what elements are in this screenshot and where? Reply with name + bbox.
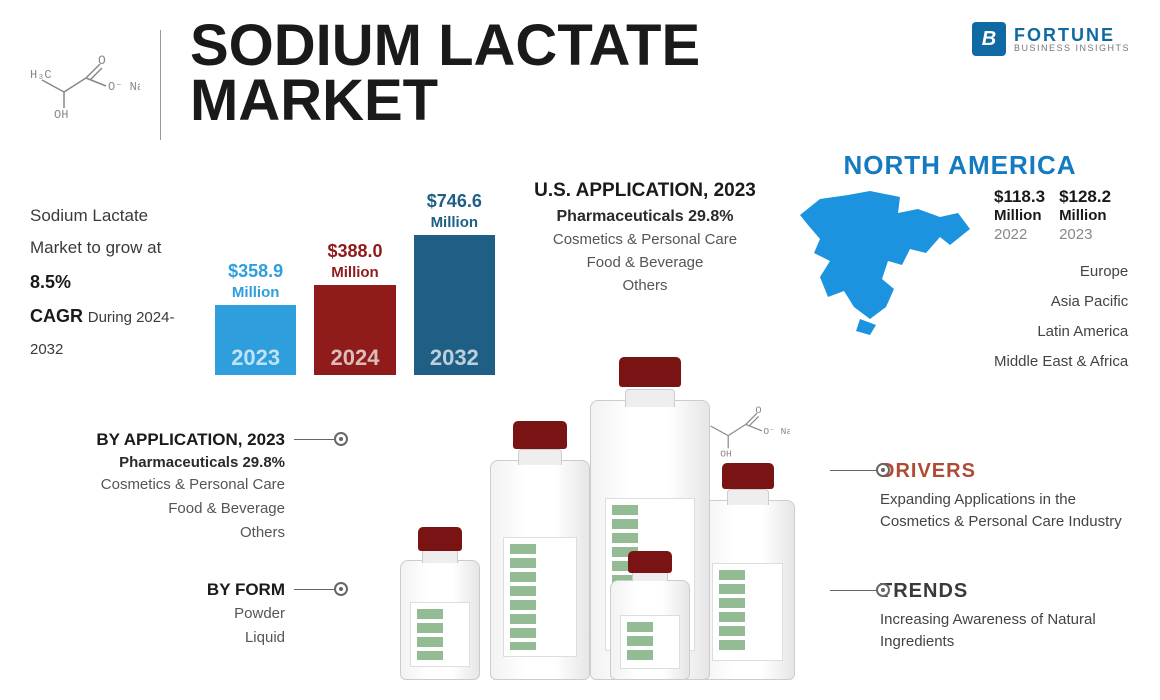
bottle-icon: [400, 560, 480, 680]
bar-column: $746.6 Million 2032: [414, 191, 495, 375]
list-item: Cosmetics & Personal Care: [530, 228, 760, 251]
list-item: Powder: [30, 602, 285, 626]
by-application-block: BY APPLICATION, 2023 Pharmaceuticals 29.…: [30, 430, 285, 545]
by-application-heading: BY APPLICATION, 2023: [96, 430, 285, 450]
bar-value: $746.6: [427, 191, 482, 212]
bar-year: 2024: [314, 345, 395, 371]
title-line2: MARKET: [190, 68, 438, 133]
bar: 2023: [215, 305, 296, 375]
connector-ring-icon: [876, 463, 890, 477]
by-application-lead: Pharmaceuticals 29.8%: [30, 454, 285, 471]
bar-unit: Million: [431, 214, 479, 231]
list-item: Cosmetics & Personal Care: [30, 473, 285, 497]
bar-unit: Million: [331, 264, 379, 281]
by-form-block: BY FORM PowderLiquid: [30, 580, 285, 650]
figure-year: 2023: [1059, 226, 1111, 243]
brand-logo-text: FORTUNE BUSINESS INSIGHTS: [1014, 26, 1130, 53]
cagr-pct: 8.5%: [30, 272, 71, 292]
list-item: Food & Beverage: [30, 497, 285, 521]
list-item: Asia Pacific: [994, 287, 1128, 317]
svg-text:OH: OH: [54, 108, 68, 120]
bar-value: $388.0: [327, 241, 382, 262]
north-america-map-icon: [790, 187, 980, 337]
trends-block: TRENDS Increasing Awareness of Natural I…: [880, 580, 1130, 653]
north-america-figures: $118.3 Million 2022 $128.2 Million 2023: [994, 187, 1128, 243]
header-divider: [160, 30, 161, 140]
drivers-heading: DRIVERS: [880, 460, 1130, 483]
bar-unit: Million: [232, 284, 280, 301]
list-item: Liquid: [30, 626, 285, 650]
by-form-list: PowderLiquid: [30, 602, 285, 650]
connector-line: [294, 589, 334, 590]
page-title: SODIUM LACTATE MARKET: [190, 18, 700, 128]
figure-amount: $118.3: [994, 187, 1045, 207]
cagr-label: CAGR: [30, 306, 83, 326]
us-application-block: U.S. APPLICATION, 2023 Pharmaceuticals 2…: [530, 180, 760, 298]
bar-column: $388.0 Million 2024: [314, 241, 395, 375]
product-bottles-image: [370, 370, 810, 680]
bar-year: 2032: [414, 345, 495, 371]
us-application-lead: Pharmaceuticals 29.8%: [530, 208, 760, 226]
cagr-pre: Sodium Lactate Market to grow at: [30, 206, 161, 257]
connector-line: [830, 590, 876, 591]
trends-text: Increasing Awareness of Natural Ingredie…: [880, 609, 1130, 653]
cagr-summary: Sodium Lactate Market to grow at 8.5% CA…: [30, 200, 200, 365]
bar-value: $358.9: [228, 261, 283, 282]
bottle-icon: [700, 500, 795, 680]
north-america-title: NORTH AMERICA: [790, 150, 1130, 181]
by-application-list: Cosmetics & Personal CareFood & Beverage…: [30, 473, 285, 545]
list-item: Food & Beverage: [530, 251, 760, 274]
us-application-list: Cosmetics & Personal CareFood & Beverage…: [530, 228, 760, 298]
us-application-heading: U.S. APPLICATION, 2023: [530, 180, 760, 202]
figure-amount: $128.2: [1059, 187, 1111, 207]
list-item: Middle East & Africa: [994, 347, 1128, 377]
connector-ring-icon: [334, 582, 348, 596]
bar-year: 2023: [215, 345, 296, 371]
drivers-text: Expanding Applications in the Cosmetics …: [880, 489, 1130, 533]
figure-unit: Million: [1059, 207, 1111, 224]
list-item: Others: [530, 274, 760, 297]
other-regions-list: EuropeAsia PacificLatin AmericaMiddle Ea…: [994, 257, 1128, 377]
by-form-heading: BY FORM: [207, 580, 285, 600]
molecule-diagram-icon: O O⁻ Na⁺ H₃C OH: [30, 50, 140, 125]
bottle-icon: [610, 580, 690, 680]
brand-logo-line1: FORTUNE: [1014, 26, 1130, 44]
figure-year: 2022: [994, 226, 1045, 243]
brand-logo: B FORTUNE BUSINESS INSIGHTS: [972, 22, 1130, 56]
north-america-figure: $118.3 Million 2022: [994, 187, 1045, 243]
svg-text:O⁻ Na⁺: O⁻ Na⁺: [108, 80, 140, 94]
connector-line: [830, 470, 876, 471]
list-item: Europe: [994, 257, 1128, 287]
list-item: Latin America: [994, 317, 1128, 347]
bar: 2032: [414, 235, 495, 375]
north-america-figure: $128.2 Million 2023: [1059, 187, 1111, 243]
connector-ring-icon: [876, 583, 890, 597]
figure-unit: Million: [994, 207, 1045, 224]
trends-heading: TRENDS: [880, 580, 1130, 603]
bottle-icon: [490, 460, 590, 680]
connector-ring-icon: [334, 432, 348, 446]
bar: 2024: [314, 285, 395, 375]
north-america-block: NORTH AMERICA $118.3 Million 2022 $128.2…: [790, 150, 1130, 377]
brand-logo-icon: B: [972, 22, 1006, 56]
list-item: Others: [30, 521, 285, 545]
connector-line: [294, 439, 334, 440]
drivers-block: DRIVERS Expanding Applications in the Co…: [880, 460, 1130, 533]
brand-logo-line2: BUSINESS INSIGHTS: [1014, 44, 1130, 53]
market-size-bar-chart: $358.9Million2023$388.0Million2024$746.6…: [215, 200, 495, 375]
svg-text:H₃C: H₃C: [30, 68, 52, 82]
bar-column: $358.9 Million 2023: [215, 261, 296, 375]
